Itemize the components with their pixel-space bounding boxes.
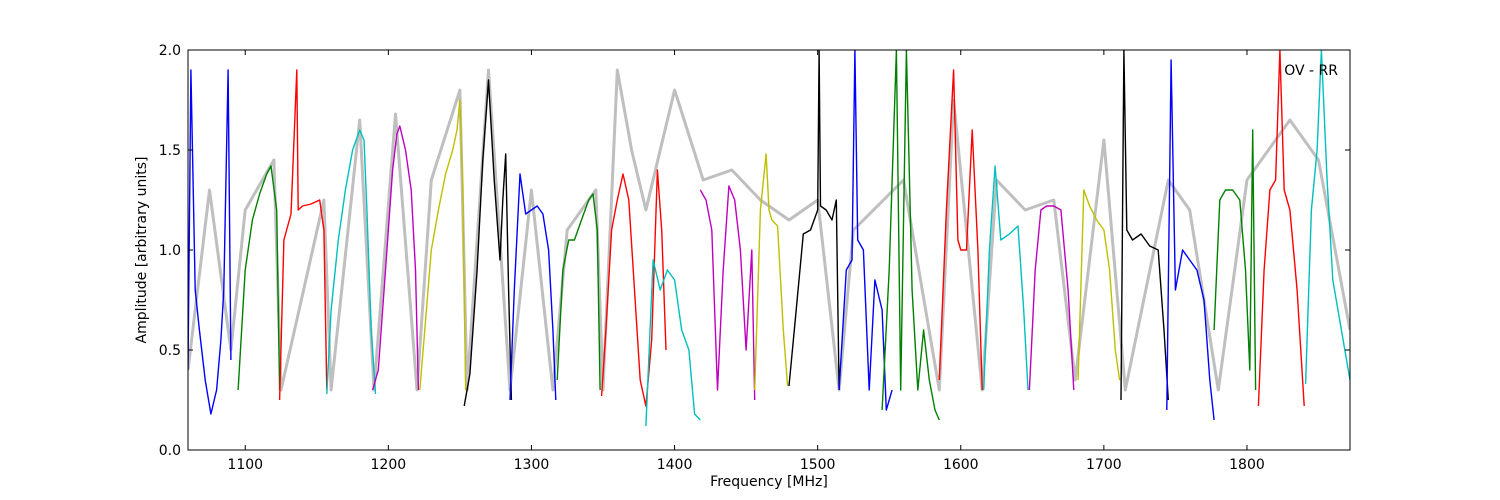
series-line-5 [371,125,420,391]
x-tick-label: 1300 [514,457,550,473]
chart-annotation: OV - RR [1284,63,1338,79]
x-tick-label: 1700 [1086,457,1122,473]
series-line-6 [419,99,467,391]
series-line-24 [1257,50,1305,407]
x-axis-ticks: 1100 1200 1300 1400 1500 1600 1700 1800 [227,50,1265,473]
series-line-11 [645,259,701,427]
series-line-21 [1120,50,1169,401]
series-line-1 [188,69,232,415]
y-axis-ticks: 0.0 0.5 1.0 1.5 2.0 [159,43,1350,459]
reference-series-line [188,68,1350,392]
series-line-8 [509,173,557,401]
series-line-12 [699,185,756,401]
series-line-14 [788,50,840,391]
series-line-25 [1304,50,1350,385]
series-line-23 [1213,129,1257,391]
series-line-20 [1077,189,1121,381]
series-line-7 [463,79,513,407]
series-line-18 [983,165,1029,391]
plot-area [188,50,1350,427]
series-line-4 [326,129,377,395]
x-tick-label: 1400 [657,457,693,473]
x-tick-label: 1100 [227,457,263,473]
y-tick-label: 0.0 [159,443,181,459]
series-group [188,50,1350,427]
reference-series [188,68,1350,392]
y-tick-label: 1.0 [159,243,181,259]
y-axis-label: Amplitude [arbitrary units] [134,157,150,344]
series-line-2 [237,165,281,391]
series-line-22 [1166,59,1215,421]
series-line-10 [600,169,667,407]
series-line-13 [754,153,789,391]
series-line-17 [938,69,983,391]
y-tick-label: 2.0 [159,43,181,59]
x-tick-label: 1600 [943,457,979,473]
series-line-16 [881,50,940,421]
x-axis-label: Frequency [MHz] [710,474,828,490]
x-tick-label: 1500 [800,457,836,473]
series-line-9 [556,193,601,391]
y-tick-label: 1.5 [159,143,181,159]
x-tick-label: 1200 [371,457,407,473]
series-line-15 [838,50,893,411]
y-tick-label: 0.5 [159,343,181,359]
x-tick-label: 1800 [1229,457,1265,473]
series-line-19 [1028,205,1075,391]
series-line-3 [278,69,328,401]
